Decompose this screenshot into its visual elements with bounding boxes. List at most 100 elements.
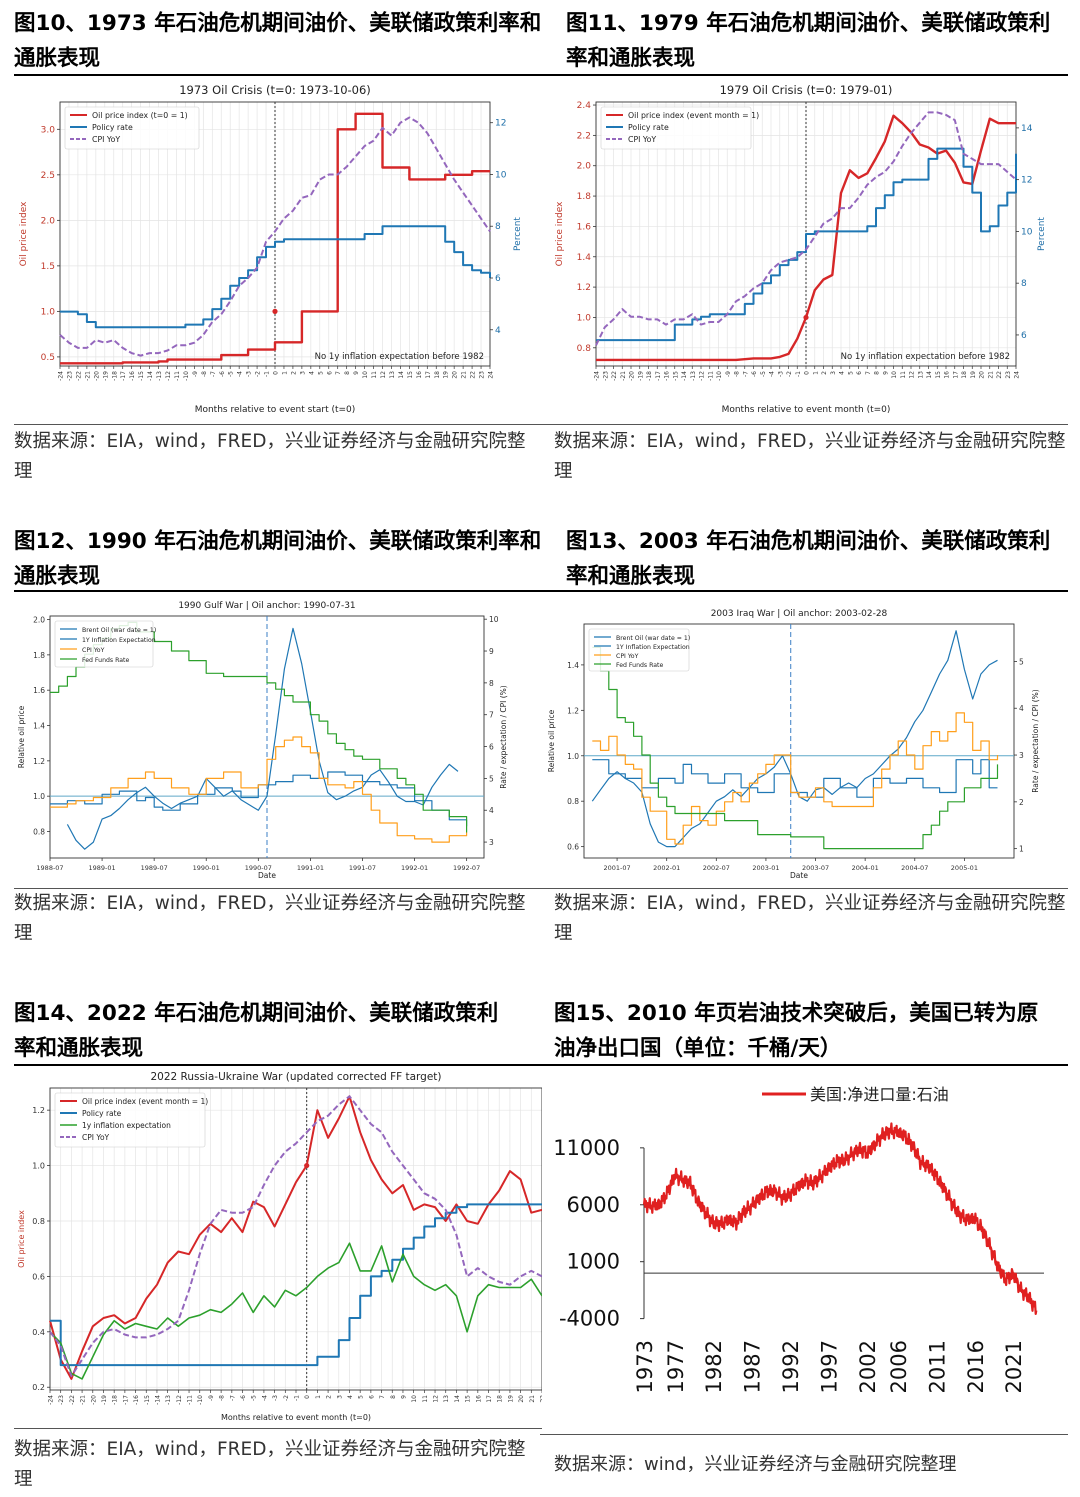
x-tick-label: 1992-07 xyxy=(453,864,480,872)
figure-title: 图14、2022 年石油危机期间油价、美联储政策利率和通胀表现 xyxy=(14,1001,499,1061)
x-tick-label: -11 xyxy=(707,371,714,381)
y-tick-label: 1.2 xyxy=(33,757,45,766)
series-line-1 xyxy=(50,771,468,827)
x-tick-label: 3 xyxy=(830,371,837,375)
x-tick-label: 2004-07 xyxy=(901,864,928,872)
y2-tick-label: 4 xyxy=(495,326,501,336)
x-tick-label: -24 xyxy=(594,371,601,381)
y-tick-label: 1.2 xyxy=(577,283,591,293)
y-tick-label: 1.8 xyxy=(33,651,45,660)
x-tick-label: 20 xyxy=(518,1395,525,1403)
x-tick-label: 1997 xyxy=(818,1340,842,1393)
legend-label: Brent Oil (war date = 1) xyxy=(82,627,156,634)
y-tick-label: 1.2 xyxy=(567,706,579,715)
figure-title: 图11、1979 年石油危机期间油价、美联储政策利率和通胀表现 xyxy=(566,11,1051,71)
series-line-3 xyxy=(49,1095,542,1378)
y2-tick-label: 4 xyxy=(1019,704,1024,713)
x-tick-label: -23 xyxy=(602,371,609,381)
figure-panel-12: 图12、1990 年石油危机期间油价、美联储政策利率和通胀表现 1990 Gul… xyxy=(14,520,542,960)
figure-title: 图12、1990 年石油危机期间油价、美联储政策利率和通胀表现 xyxy=(14,529,542,589)
x-tick-label: 1992 xyxy=(779,1340,803,1393)
x-tick-label: -16 xyxy=(133,1395,140,1405)
chart-fig15: 美国:净进口量:石油 -4000 1000 6000 11000 1973 1977 1982… xyxy=(553,1085,1044,1393)
y-tick-label: 0.6 xyxy=(32,1272,45,1281)
x-tick-label: 6 xyxy=(368,1395,375,1399)
legend-box xyxy=(600,106,752,150)
chart-title: 2003 Iraq War | Oil anchor: 2003-02-28 xyxy=(711,609,888,619)
x-tick-label: 2 xyxy=(821,371,828,375)
legend-label: CPI YoY xyxy=(628,135,656,144)
x-tick-label: 2004-01 xyxy=(852,864,879,872)
x-tick-label: -5 xyxy=(228,371,235,377)
x-tick-label: 1990-01 xyxy=(193,864,220,872)
x-tick-label: 6 xyxy=(856,371,863,375)
x-tick-label: -11 xyxy=(174,371,181,381)
y2-tick-label: 7 xyxy=(489,711,494,720)
x-tick-label: 1989-01 xyxy=(88,864,115,872)
chart-fig13: 2003 Iraq War | Oil anchor: 2003-02-28 0.… xyxy=(547,609,1040,880)
event-point xyxy=(304,1162,310,1169)
title-rule xyxy=(14,590,542,592)
x-tick-label: 2021 xyxy=(1002,1340,1026,1393)
y-axis-label: Oil price index xyxy=(555,201,565,267)
y2-tick-label: 12 xyxy=(495,119,506,129)
x-tick-label: -19 xyxy=(637,371,644,381)
x-tick-label: 16 xyxy=(475,1395,482,1403)
y-tick-label: 0.8 xyxy=(32,1217,45,1226)
event-point xyxy=(803,314,809,321)
x-tick-label: 2003-07 xyxy=(802,864,829,872)
legend-label: Oil price index (event month = 1) xyxy=(628,111,759,120)
x-tick-label: 2002-07 xyxy=(703,864,730,872)
legend-label: Policy rate xyxy=(82,1109,122,1118)
y2-tick-label: 8 xyxy=(1021,279,1027,289)
x-tick-label: -12 xyxy=(165,371,172,381)
x-tick-label: -19 xyxy=(101,1395,108,1405)
y2-axis-label: Rate / expectation / CPI (%) xyxy=(499,685,508,789)
x-tick-label: -3 xyxy=(272,1395,279,1401)
figure-chart: 2022 Russia-Ukraine War (updated correct… xyxy=(14,1068,542,1426)
chart-fig11: 1979 Oil Crisis (t=0: 1979-01) 0.8 1.0 1.2 1… xyxy=(555,83,1047,415)
x-tick-label: -3 xyxy=(777,371,784,377)
y2-axis-label: Percent xyxy=(513,217,523,251)
y-tick-label: 2.0 xyxy=(577,162,592,172)
x-tick-label: 24 xyxy=(488,371,495,379)
y-tick-label: 1.4 xyxy=(577,253,592,263)
x-tick-label: 18 xyxy=(961,371,968,379)
y-axis-label: Relative oil price xyxy=(547,709,556,772)
x-tick-label: 0 xyxy=(304,1395,311,1399)
title-rule xyxy=(14,1064,542,1066)
y2-tick-label: 9 xyxy=(489,647,494,656)
x-tick-label: 10 xyxy=(411,1395,418,1403)
x-tick-label: -6 xyxy=(219,371,226,377)
x-tick-label: 23 xyxy=(479,371,486,379)
legend-label: Policy rate xyxy=(92,123,133,132)
y-tick-label: 1.0 xyxy=(577,313,592,323)
x-tick-label: -10 xyxy=(183,371,190,381)
x-tick-label: 4 xyxy=(839,371,846,375)
x-tick-label: 11 xyxy=(422,1395,429,1403)
x-tick-label: 18 xyxy=(497,1395,504,1403)
chart-title: 1990 Gulf War | Oil anchor: 1990-07-31 xyxy=(178,601,355,611)
chart-fig10: 1973 Oil Crisis (t=0: 1973-10-06) 0.5 1.0 1… xyxy=(19,83,523,415)
chart-title: 1973 Oil Crisis (t=0: 1973-10-06) xyxy=(179,83,371,97)
y2-tick-label: 8 xyxy=(489,679,494,688)
x-tick-label: -18 xyxy=(646,371,653,381)
x-tick-label: -7 xyxy=(229,1395,236,1401)
title-rule xyxy=(540,590,1068,592)
y-tick-label: 1.8 xyxy=(577,192,592,202)
legend-label: Oil price index (t=0 = 1) xyxy=(92,111,188,120)
chart-title: 1979 Oil Crisis (t=0: 1979-01) xyxy=(720,83,893,97)
y2-tick-label: 2 xyxy=(1019,798,1024,807)
x-tick-label: 22 xyxy=(470,371,477,379)
y-tick-label: 1.0 xyxy=(33,792,45,801)
x-tick-label: 1988-07 xyxy=(36,864,63,872)
x-tick-label: 2005-01 xyxy=(951,864,978,872)
x-tick-label: 2 xyxy=(290,371,297,375)
x-tick-label: 1992-01 xyxy=(401,864,428,872)
x-tick-label: -21 xyxy=(84,371,91,381)
figure-panel-11: 图11、1979 年石油危机期间油价、美联储政策利率和通胀表现 1979 Oil… xyxy=(540,0,1068,490)
legend-label: Fed Funds Rate xyxy=(82,657,129,664)
legend-label: 1Y Inflation Expectation xyxy=(616,644,690,651)
legend-label: CPI YoY xyxy=(92,135,120,144)
legend-label: CPI YoY xyxy=(82,647,105,654)
